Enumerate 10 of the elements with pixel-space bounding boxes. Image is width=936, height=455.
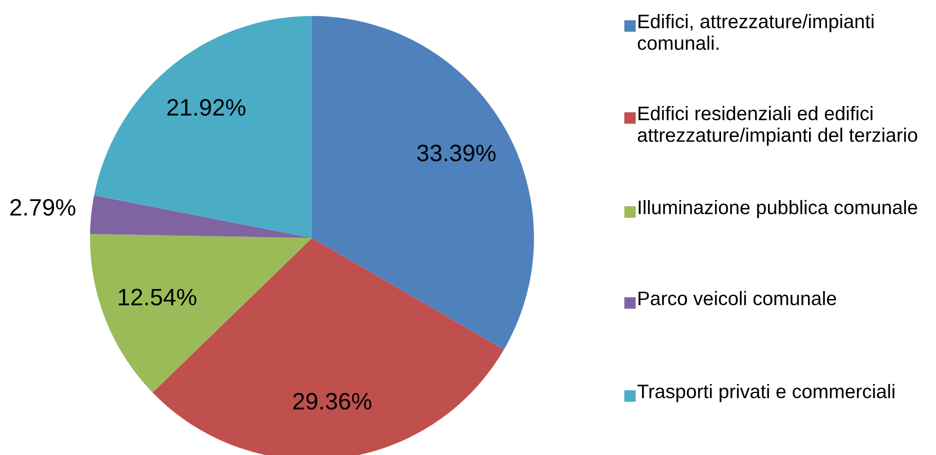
data-label: 33.39% [417,144,496,162]
data-label: 12.54% [118,288,196,306]
legend-label: Trasporti privati e commerciali [637,384,894,402]
legend-label: Edifici residenziali ed edifici attrezzature/impianti del terziario [638,106,918,146]
legend-label: Edifici, attrezzature/impianti comunali. [638,14,874,50]
legend-label: Illuminazione pubblica comunale [638,200,918,218]
data-label: 29.36% [293,392,372,410]
legend-label: Parco veicoli comunale [638,291,836,306]
data-label: 2.79% [10,199,76,216]
data-label: 21.92% [167,99,246,116]
